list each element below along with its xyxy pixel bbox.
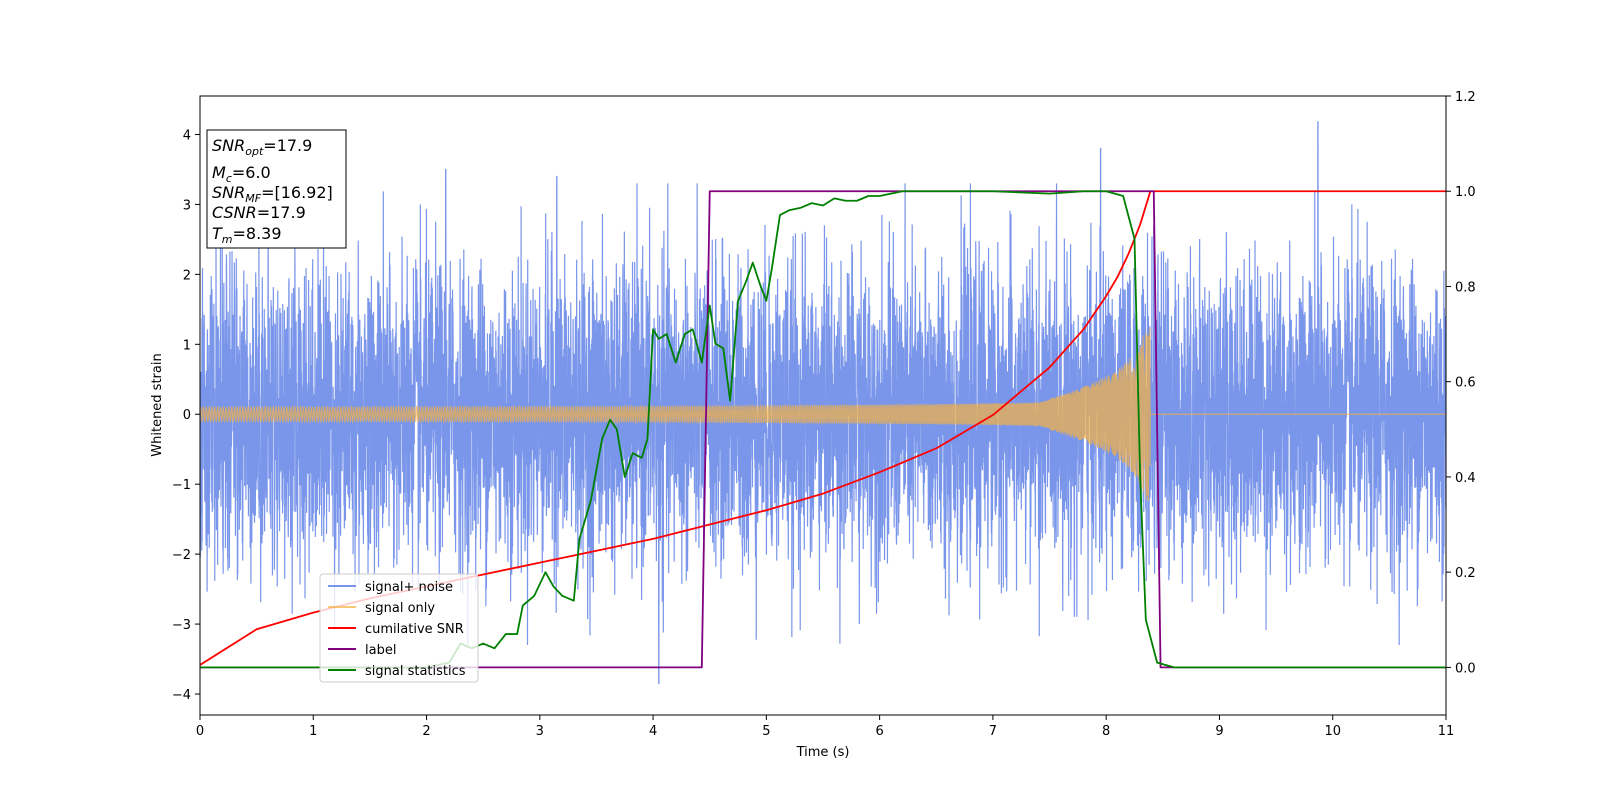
y-tick-label: −3 (172, 618, 191, 633)
legend-entry-label: label (365, 643, 396, 658)
y-tick-label: −1 (172, 478, 191, 493)
info-box: SNRopt=17.9 Mc=6.0 SNRMF=[16.92] CSNR=17… (206, 129, 347, 249)
x-tick-label: 7 (989, 724, 997, 739)
x-axis-label: Time (s) (796, 745, 850, 760)
x-tick-label: 0 (196, 724, 204, 739)
series-signal-noise (200, 121, 1446, 685)
info-csnr: CSNR=17.9 (212, 203, 306, 222)
legend-frame (319, 573, 479, 683)
x-tick-label: 5 (762, 724, 770, 739)
y-tick-label: 4 (183, 128, 191, 143)
info-box-frame (206, 129, 347, 249)
info-snr-opt: SNRopt=17.9 (212, 136, 312, 158)
legend-entry-signal-only: signal only (365, 601, 435, 616)
series-signal-statistics (200, 190, 1446, 669)
y-tick-label: 0 (183, 408, 191, 423)
y2-tick-label: 0.8 (1455, 280, 1476, 295)
y-tick-label: 3 (183, 198, 191, 213)
y-tick-label: 2 (183, 268, 191, 283)
info-mc: Mc=6.0 (212, 163, 271, 185)
y2-tick-label: 0.6 (1455, 376, 1476, 391)
y2-tick-label: 1.0 (1455, 185, 1476, 200)
y2-tick-label: 1.2 (1455, 90, 1476, 105)
legend-entry-cumulative-snr: cumilative SNR (365, 622, 464, 637)
ticks: 0 1 2 3 4 5 6 7 8 9 10 11 −4 −3 −2 −1 0 1 2 3 4 0.0 0.2 0.4 0.6 0… (172, 90, 1476, 739)
y-tick-label: 1 (183, 338, 191, 353)
y2-tick-label: 0.4 (1455, 471, 1476, 486)
x-tick-label: 11 (1438, 724, 1455, 739)
y-tick-label: −2 (172, 548, 191, 563)
y-tick-label: −4 (172, 688, 191, 703)
y2-tick-label: 0.2 (1455, 566, 1476, 581)
x-tick-label: 8 (1102, 724, 1110, 739)
y-axis-label: Whitened strain (150, 353, 165, 456)
info-tm: Tm=8.39 (212, 224, 282, 246)
x-tick-label: 10 (1324, 724, 1341, 739)
legend-entry-signal-noise: signal+ noise (365, 580, 453, 595)
x-tick-label: 9 (1215, 724, 1223, 739)
x-tick-label: 1 (309, 724, 317, 739)
x-tick-label: 3 (536, 724, 544, 739)
x-tick-label: 6 (875, 724, 883, 739)
legend: signal+ noise signal only cumilative SNR… (319, 573, 479, 683)
series-signal-only (200, 327, 1446, 502)
legend-entry-signal-statistics: signal statistics (365, 664, 466, 679)
y2-tick-label: 0.0 (1455, 661, 1476, 676)
x-tick-label: 4 (649, 724, 657, 739)
x-tick-label: 2 (422, 724, 430, 739)
axes-frame (199, 95, 1447, 716)
info-snr-mf: SNRMF=[16.92] (212, 183, 333, 205)
